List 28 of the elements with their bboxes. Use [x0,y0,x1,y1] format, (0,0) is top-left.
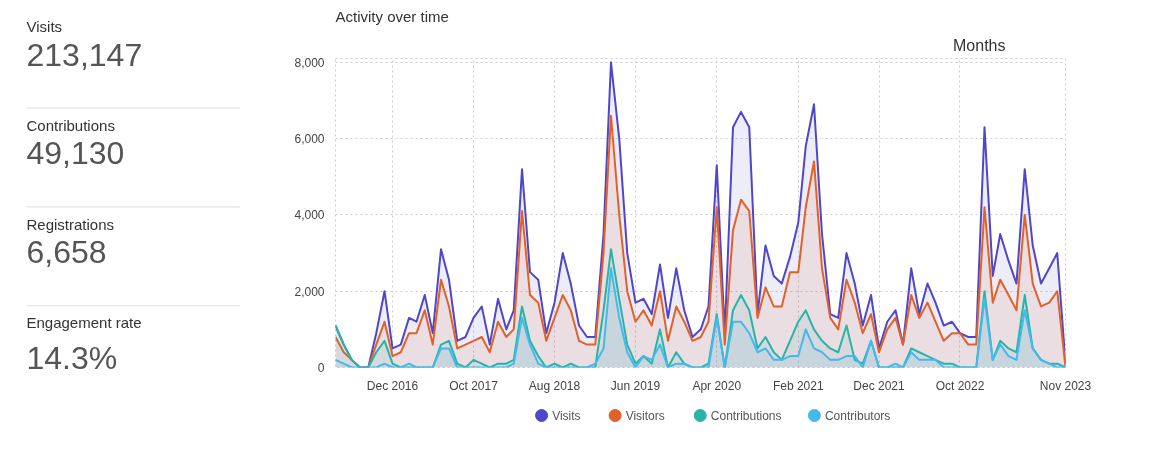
legend-label: Visits [552,408,581,423]
x-tick-label: Oct 2017 [449,378,499,393]
text: 6,658 [26,234,107,271]
x-tick-label: Dec 2016 [366,378,419,393]
legend-label: Contributions [710,408,782,423]
text: Contributions [26,116,115,134]
x-tick-label: Nov 2023 [1039,378,1092,393]
x-tick-label: Feb 2021 [772,378,824,393]
legend-label: Contributors [824,408,891,423]
y-tick-label: 4,000 [294,208,325,223]
text: Months [953,36,1006,54]
text: Engagement rate [26,314,142,332]
legend-label: Visitors [625,408,665,423]
x-tick-label: Oct 2022 [935,378,985,393]
text: Registrations [26,215,115,233]
y-tick-label: 2,000 [294,284,325,299]
text: Visits [26,17,63,35]
x-tick-label: Aug 2018 [528,378,581,393]
text: 213,147 [26,36,143,73]
y-tick-label: 6,000 [294,132,325,147]
text: 49,130 [26,135,125,172]
x-tick-label: Jun 2019 [610,378,661,393]
text: 14.3% [26,340,118,377]
chart-title: Activity over time [335,7,449,25]
x-tick-label: Apr 2020 [692,378,742,393]
y-tick-label: 8,000 [294,55,325,70]
y-tick-label: 0 [317,361,325,375]
x-tick-label: Dec 2021 [853,378,906,393]
